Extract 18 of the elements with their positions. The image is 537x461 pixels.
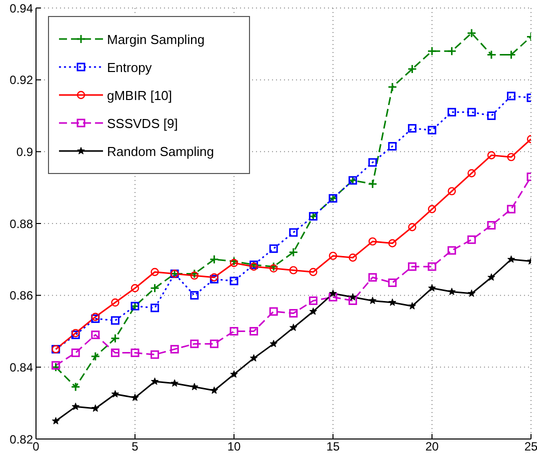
x-tick-label: 20 <box>425 440 439 454</box>
x-tick-label: 25 <box>524 440 537 454</box>
x-tick-label: 0 <box>32 440 40 454</box>
y-tick-label: 0.92 <box>10 73 34 88</box>
x-tick-label: 10 <box>227 440 241 454</box>
y-tick-label: 0.86 <box>10 288 34 303</box>
y-tick-label: 0.88 <box>10 216 34 231</box>
y-tick-label: 0.84 <box>10 360 34 374</box>
y-tick-label: 0.94 <box>10 1 34 16</box>
x-tick-label: 5 <box>132 440 139 454</box>
y-tick-label: 0.82 <box>10 432 34 446</box>
legend-label: SSSVDS [9] <box>107 116 178 130</box>
x-tick-label: 15 <box>326 440 340 454</box>
legend-label: Random Sampling <box>107 144 214 158</box>
legend-label: Entropy <box>107 60 152 74</box>
legend-label: gMBIR [10] <box>107 88 172 102</box>
y-tick-label: 0.9 <box>16 144 34 159</box>
legend-label: Margin Sampling <box>107 32 205 46</box>
